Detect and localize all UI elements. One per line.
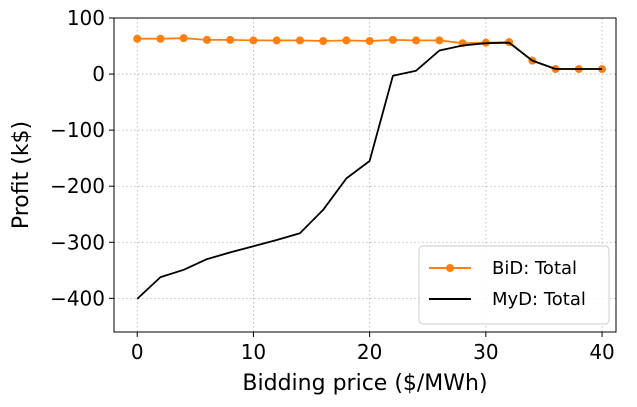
axis-ticks: 0 10 20 30 40 100 0 −100 −200 −300 −400 xyxy=(50,6,615,364)
legend-marker-bid xyxy=(446,264,454,272)
plot-frame xyxy=(113,17,617,333)
y-tick-label: −200 xyxy=(50,174,105,198)
data-point xyxy=(202,35,211,44)
x-tick-label: 30 xyxy=(473,340,498,364)
y-tick-label: 0 xyxy=(92,62,105,86)
x-tick-label: 10 xyxy=(241,340,266,364)
x-axis-label: Bidding price ($/MWh) xyxy=(242,371,487,396)
data-point xyxy=(272,36,281,45)
data-point xyxy=(342,36,351,45)
data-point xyxy=(133,34,142,43)
data-point xyxy=(295,36,304,45)
legend-label-bid: BiD: Total xyxy=(492,258,577,279)
data-point xyxy=(412,36,421,45)
x-tick-label: 0 xyxy=(131,340,144,364)
series-layer xyxy=(133,34,607,300)
y-axis-label: Profit (k$) xyxy=(9,121,34,229)
x-tick-label: 40 xyxy=(589,340,614,364)
legend-label-myd: MyD: Total xyxy=(492,289,586,310)
y-tick-label: −400 xyxy=(50,286,105,310)
data-point xyxy=(179,34,188,43)
grid xyxy=(114,17,616,332)
y-tick-label: −100 xyxy=(50,118,105,142)
y-tick-label: 100 xyxy=(67,6,105,30)
data-point xyxy=(435,36,444,45)
data-point xyxy=(365,36,374,45)
x-tick-label: 20 xyxy=(357,340,382,364)
data-point xyxy=(388,35,397,44)
data-point xyxy=(249,36,258,45)
series-line-myd xyxy=(136,41,603,300)
legend-box xyxy=(418,245,610,325)
data-point xyxy=(156,34,165,43)
data-point xyxy=(226,35,235,44)
y-tick-label: −300 xyxy=(50,230,105,254)
data-point xyxy=(319,36,328,45)
legend: BiD: Total MyD: Total xyxy=(418,245,610,325)
